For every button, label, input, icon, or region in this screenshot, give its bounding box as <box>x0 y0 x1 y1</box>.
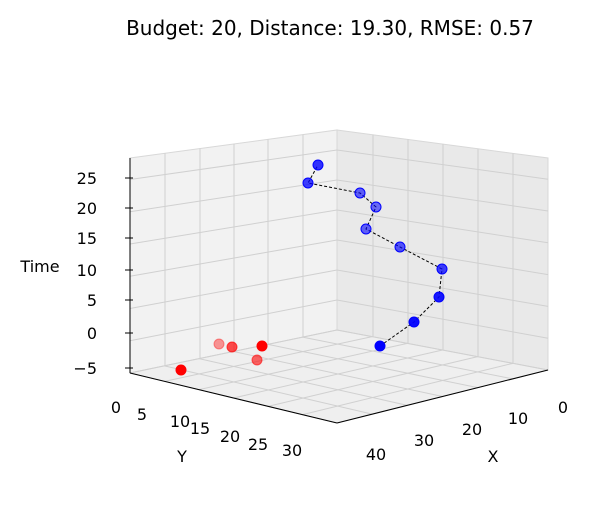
grid-lines <box>129 134 549 416</box>
trajectory-line <box>307 164 443 347</box>
y-tick-label: 5 <box>137 405 147 424</box>
y-tick-label: 30 <box>282 441 302 460</box>
sample-point <box>226 341 238 353</box>
trajectory-point <box>354 187 366 199</box>
z-tick-label: 20 <box>77 199 97 218</box>
x-tick-label: 40 <box>366 445 386 464</box>
z-tick-label: 15 <box>77 229 97 248</box>
data-points <box>175 159 448 376</box>
z-tick-label: −5 <box>73 359 97 378</box>
z-tick-label: 10 <box>77 261 97 280</box>
y-tick-label: 20 <box>220 427 240 446</box>
x-tick-label: 30 <box>414 431 434 450</box>
grid-line <box>129 179 549 213</box>
grid-line <box>129 149 549 180</box>
grid-line <box>129 269 549 309</box>
trajectory-point <box>360 223 372 235</box>
trajectory-point <box>312 159 324 171</box>
y-tick-label: 15 <box>190 419 210 438</box>
z-axis-label: Time <box>19 257 59 276</box>
grid-line <box>302 336 513 380</box>
x-tick-label: 20 <box>462 420 482 439</box>
x-axis-label: X <box>488 447 499 466</box>
y-axis-line <box>129 372 338 424</box>
trajectory-point <box>394 241 406 253</box>
trajectory-point <box>370 201 382 213</box>
z-tick-label: 0 <box>87 324 97 343</box>
z-tick-label: 25 <box>77 169 97 188</box>
x-tick-label: 0 <box>558 398 568 417</box>
y-tick-label: 10 <box>170 412 190 431</box>
y-tick-label: 25 <box>248 435 268 454</box>
sample-point <box>251 354 263 366</box>
trajectory-point <box>433 291 445 303</box>
grid-line <box>129 209 549 245</box>
chart-title: Budget: 20, Distance: 19.30, RMSE: 0.57 <box>126 16 534 40</box>
x-tick-label: 10 <box>508 409 528 428</box>
axis-lines <box>125 158 549 424</box>
grid-line <box>129 239 549 277</box>
trajectory-point <box>408 316 420 328</box>
y-tick-label: 0 <box>111 398 121 417</box>
z-tick-label: 5 <box>87 291 97 310</box>
sample-point <box>213 338 225 350</box>
y-axis-label: Y <box>176 447 187 466</box>
sample-point <box>256 340 268 352</box>
x-axis-line <box>336 369 549 424</box>
trajectory-path <box>307 164 443 347</box>
trajectory-point <box>302 177 314 189</box>
trajectory-point <box>374 340 386 352</box>
grid-line <box>129 299 549 342</box>
sample-point <box>175 364 187 376</box>
trajectory-point <box>436 263 448 275</box>
